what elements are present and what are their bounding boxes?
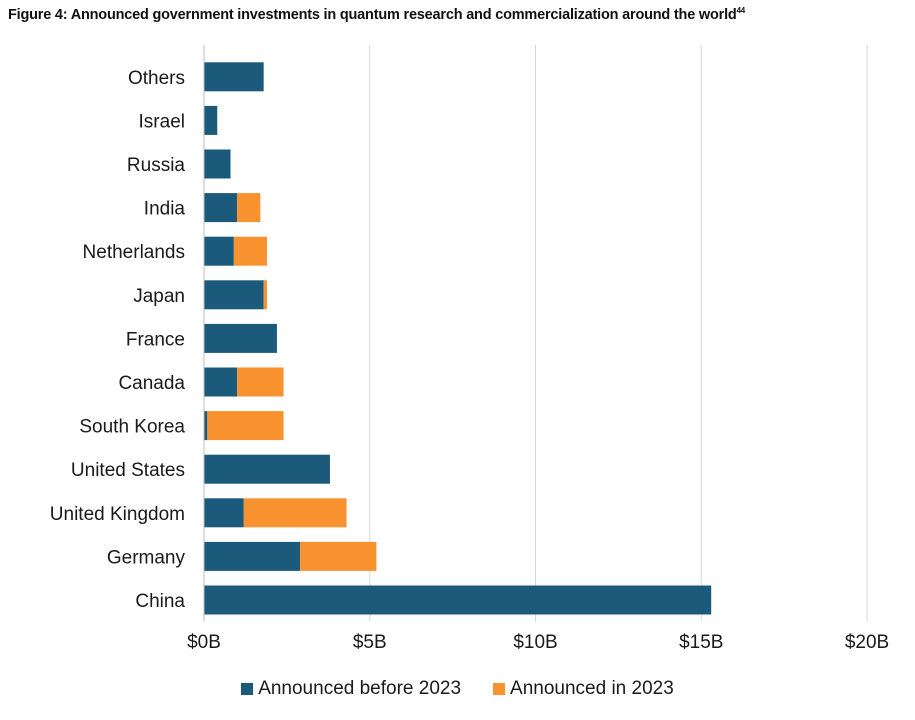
bars bbox=[204, 62, 712, 615]
category-label-united-kingdom: United Kingdom bbox=[50, 504, 185, 525]
x-tick-label: $0B bbox=[187, 632, 221, 653]
category-label-united-states: United States bbox=[71, 460, 185, 481]
category-label-india: India bbox=[144, 199, 186, 220]
x-tick-label: $10B bbox=[513, 632, 557, 653]
legend-item-before-2023: Announced before 2023 bbox=[241, 678, 461, 700]
category-label-others: Others bbox=[128, 68, 185, 89]
bar-united-kingdom-in-2023 bbox=[243, 498, 347, 528]
category-label-china: China bbox=[135, 591, 185, 612]
x-tick-label: $15B bbox=[679, 632, 723, 653]
category-label-netherlands: Netherlands bbox=[83, 242, 185, 263]
bar-germany-in-2023 bbox=[300, 541, 377, 571]
x-axis: $0B $5B $10B $15B $20B bbox=[187, 45, 889, 653]
legend-label-in-2023: Announced in 2023 bbox=[510, 678, 674, 699]
legend-swatch-in-2023 bbox=[493, 683, 506, 695]
bar-india-before-2023 bbox=[204, 193, 238, 223]
bar-japan-in-2023 bbox=[263, 280, 267, 310]
bar-india-in-2023 bbox=[237, 193, 261, 223]
legend-swatch-before-2023 bbox=[241, 683, 254, 695]
bar-germany-before-2023 bbox=[204, 541, 301, 571]
bar-israel-before-2023 bbox=[204, 105, 218, 135]
bar-netherlands-before-2023 bbox=[204, 236, 234, 266]
bar-chart: Others Israel Russia India Netherlands Japan F… bbox=[50, 45, 889, 653]
bar-canada-before-2023 bbox=[204, 367, 238, 397]
legend-item-in-2023: Announced in 2023 bbox=[493, 678, 674, 700]
chart-title: Figure 4: Announced government investmen… bbox=[8, 6, 746, 23]
bar-russia-before-2023 bbox=[204, 149, 231, 179]
category-label-japan: Japan bbox=[133, 286, 185, 307]
category-label-israel: Israel bbox=[139, 111, 185, 132]
category-label-germany: Germany bbox=[107, 547, 186, 568]
bar-others-before-2023 bbox=[204, 62, 264, 92]
bar-japan-before-2023 bbox=[204, 280, 264, 310]
category-label-south-korea: South Korea bbox=[79, 417, 185, 438]
bar-netherlands-in-2023 bbox=[233, 236, 267, 266]
x-tick-label: $20B bbox=[845, 632, 889, 653]
category-label-france: France bbox=[126, 329, 185, 350]
bar-south-korea-before-2023 bbox=[204, 411, 208, 441]
bar-france-before-2023 bbox=[204, 323, 277, 353]
bar-canada-in-2023 bbox=[237, 367, 284, 397]
x-tick-label: $5B bbox=[353, 632, 387, 653]
category-label-russia: Russia bbox=[127, 155, 186, 176]
legend: Announced before 2023 Announced in 2023 bbox=[0, 678, 915, 700]
legend-label-before-2023: Announced before 2023 bbox=[258, 678, 462, 699]
gridlines bbox=[369, 45, 868, 622]
bar-south-korea-in-2023 bbox=[207, 411, 284, 441]
bar-united-states-before-2023 bbox=[204, 454, 330, 484]
bar-united-kingdom-before-2023 bbox=[204, 498, 244, 528]
title-footnote: 44 bbox=[736, 6, 746, 15]
bar-china-before-2023 bbox=[204, 585, 712, 615]
category-label-canada: Canada bbox=[118, 373, 185, 394]
category-labels: Others Israel Russia India Netherlands Japan F… bbox=[50, 68, 186, 612]
